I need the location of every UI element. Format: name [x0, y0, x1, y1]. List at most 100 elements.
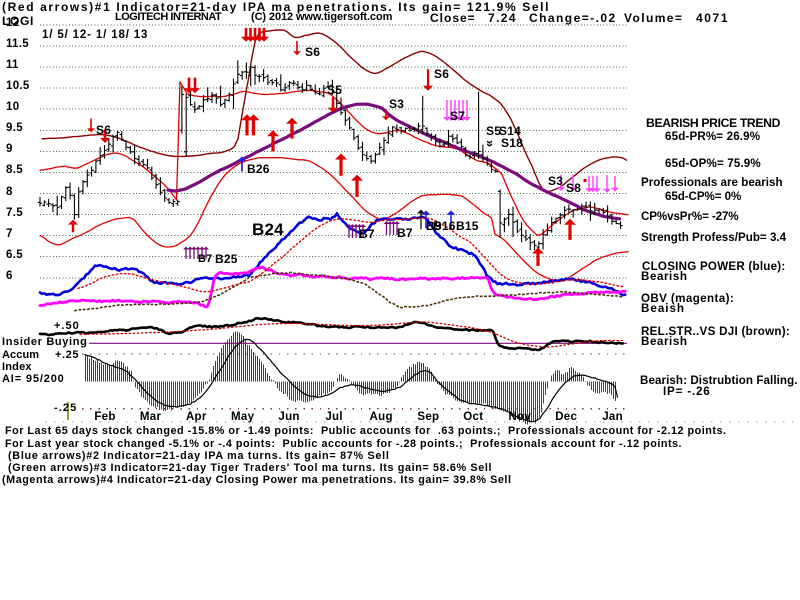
label-ai: AI= 95/200 [2, 373, 65, 385]
signal-arrow-head [394, 221, 400, 224]
sig-s14: S14 [499, 124, 521, 139]
signal-arrow-head [421, 210, 431, 215]
signal-arrow-head [100, 138, 110, 143]
rp-obv-state: Beaish [641, 302, 686, 315]
month-label-nov: Nov [508, 410, 532, 423]
sig-b26: B26 [247, 162, 270, 177]
signal-arrow-head [593, 188, 601, 193]
month-label-oct: Oct [463, 410, 484, 423]
signal-arrow-head [87, 128, 95, 133]
y-axis-label-6_5: 6.5 [6, 249, 23, 261]
rp-cp-title: CLOSING POWER (blue): [642, 259, 786, 273]
month-label-aug: Aug [369, 410, 393, 423]
rp-obv-title: OBV (magenta): [641, 292, 735, 305]
rp-cp-state: Bearish [641, 269, 688, 283]
signal-arrow-head [382, 116, 390, 121]
footer-line5: (Magenta arrows)#4 Indicator=21-day Clos… [2, 473, 512, 486]
sig-s6-2: S6 [305, 45, 321, 60]
series-rel_str [74, 271, 625, 312]
close-value: 7.24 [488, 10, 517, 25]
sig-s3-1: S3 [389, 97, 405, 112]
sig-b9: B9 [426, 219, 442, 234]
signal-arrow-head [247, 114, 260, 121]
ticker: LOGI [2, 14, 35, 28]
rp-distribution: Bearish: Distrubtion Falling. [640, 373, 798, 387]
rp-pr: 65d-PR%= 26.9% [665, 130, 761, 143]
y-axis-label-8_5: 8.5 [6, 164, 23, 176]
header-line1: (Red arrows)#1 Indicator=21-day IPA ma p… [2, 0, 551, 14]
label-index: Index [2, 361, 32, 373]
rp-cp: 65d-CP%= 0% [665, 189, 742, 203]
rp-relstr-title: REL.STR..VS DJI (brown): [641, 324, 791, 338]
rp-relstr-state: Bearish [641, 334, 688, 348]
signal-arrow-head [569, 187, 577, 191]
footer-line3: (Blue arrows)#2 Indicator=21-day IPA ma … [8, 449, 390, 462]
signal-arrow-head [557, 187, 565, 191]
sig-s5-2: S5 [486, 124, 502, 139]
signal-arrow-head [199, 246, 205, 250]
signal-arrow-head [417, 209, 425, 214]
red-dot-mark [583, 179, 587, 182]
signal-arrow-head [259, 36, 269, 42]
rp-prof-bearish: Professionals are bearish [641, 176, 783, 189]
rp-cpvspr: CP%vsPr%= -27% [641, 209, 739, 223]
signal-arrow-head [603, 188, 611, 193]
series-accum_line [38, 316, 625, 352]
signal-arrow-head [183, 246, 189, 250]
signal-arrow-head [611, 187, 619, 192]
y-axis-label-10_5: 10.5 [6, 80, 30, 92]
series-obv [38, 265, 627, 309]
footer-line1: For Last 65 days stock changed -15.8% or… [5, 424, 727, 437]
signal-arrow-head [328, 107, 338, 113]
series-closing_power [38, 212, 627, 297]
signal-arrow-head [195, 246, 201, 250]
signal-arrow-head [423, 85, 433, 91]
rp-ip: IP= -.26 [663, 384, 711, 398]
month-label-dec: Dec [555, 410, 578, 423]
footer-line4: (Green arrows)#3 Indicator=21-day Tiger … [8, 461, 493, 474]
chart-title: LOGITECH INTERNAT [115, 10, 222, 23]
signal-arrow-head [237, 156, 247, 161]
month-label-feb: Feb [94, 410, 116, 423]
month-label-jan: Jan [602, 410, 623, 423]
y-axis-label-11: 11 [6, 59, 19, 71]
volume-label: Volume= [624, 10, 684, 25]
label-plus50: +.50 [54, 319, 80, 332]
month-label-may: May [231, 410, 255, 423]
sig-s8: S8 [566, 181, 582, 196]
month-label-sep: Sep [417, 410, 440, 423]
y-axis-label-7_5: 7.5 [6, 207, 23, 219]
series-cp_ma [77, 217, 625, 293]
signal-arrow-head [187, 246, 193, 250]
month-label-mar: Mar [139, 410, 162, 423]
rp-trend: BEARISH PRICE TREND [646, 116, 781, 131]
signal-arrow-head [463, 117, 471, 121]
sig-b25: B25 [215, 252, 238, 267]
change-text: Change=-.02 [529, 10, 617, 25]
label-accum: Accum [2, 348, 40, 361]
footer-line2: For Last year stock changed -5.1% or -.4… [5, 437, 683, 450]
y-axis-label-8: 8 [6, 186, 13, 198]
series-lower_band [39, 157, 629, 282]
series-slow_band [41, 29, 628, 193]
signal-arrow-head [293, 51, 301, 56]
signal-arrow-head [267, 130, 279, 137]
sig-s6-3: S6 [434, 67, 450, 82]
sig-b7-2: B7 [397, 226, 413, 241]
label-insider-buying: Insider Buying [2, 335, 88, 348]
sig-b7-3: B7 [198, 253, 213, 266]
y-axis-label-10: 10 [6, 101, 20, 113]
y-axis-label-9_5: 9.5 [6, 122, 23, 134]
date-range: 1/ 5/ 12- 1/ 18/ 13 [42, 29, 149, 41]
y-axis-label-12: 12 [6, 17, 20, 29]
month-label-jul: Jul [325, 410, 343, 423]
y-axis-label-9: 9 [6, 143, 13, 155]
signal-arrow-head [335, 153, 347, 160]
signal-arrow-head [446, 210, 456, 215]
y-axis-label-7: 7 [6, 228, 13, 240]
sig-chevrons: » [483, 139, 499, 148]
series-ma_purple [166, 102, 622, 221]
signal-arrow-head [564, 218, 576, 225]
